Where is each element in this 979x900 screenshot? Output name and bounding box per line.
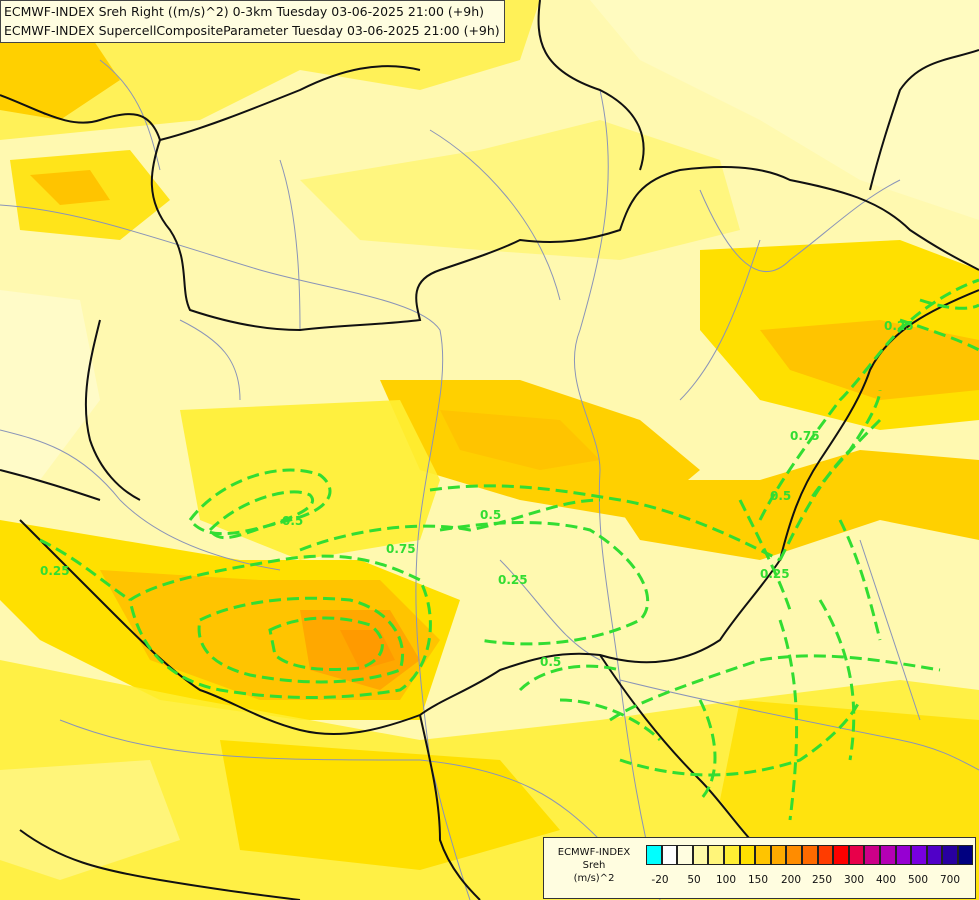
legend-swatch — [770, 845, 787, 865]
legend-swatch — [848, 845, 865, 865]
map-title-line-1: ECMWF-INDEX Sreh Right ((m/s)^2) 0-3km T… — [4, 4, 484, 19]
legend-ticks: -20 50 100 150 200 250 300 400 500 700 — [646, 874, 971, 888]
legend-swatch — [895, 845, 912, 865]
contour-label-2: 0.75 — [386, 542, 416, 556]
contour-label-9: 0.25 — [760, 567, 790, 581]
legend-title: ECMWF-INDEX — [557, 847, 631, 858]
legend-swatch — [708, 845, 724, 865]
contour-label-4: 0.5 — [480, 508, 501, 522]
legend-tick-label: 400 — [875, 874, 897, 886]
contour-label-8: 0.5 — [770, 489, 791, 503]
legend-unit: (m/s)^2 — [573, 873, 615, 884]
scp-contours — [39, 278, 979, 821]
color-legend: ECMWF-INDEX Sreh (m/s)^2 -20 50 100 150 200 2… — [543, 837, 976, 899]
legend-swatch — [755, 845, 771, 865]
contour-label-1: 0.5 — [282, 514, 303, 528]
legend-swatch — [801, 845, 818, 865]
legend-subtitle: Sreh — [582, 860, 606, 871]
legend-swatch — [739, 845, 756, 865]
legend-label: ECMWF-INDEX Sreh (m/s)^2 — [548, 846, 640, 885]
contour-label-3: 0.25 — [498, 573, 528, 587]
legend-tick-label: 500 — [907, 874, 929, 886]
legend-swatch — [677, 845, 693, 865]
legend-swatch — [817, 845, 834, 865]
legend-tick-label: -20 — [651, 874, 669, 886]
map-title-box: ECMWF-INDEX Sreh Right ((m/s)^2) 0-3km T… — [0, 0, 505, 43]
legend-swatch — [879, 845, 896, 865]
legend-swatch — [833, 845, 849, 865]
contour-label-5: 0.25 — [40, 564, 70, 578]
rivers — [0, 59, 979, 900]
legend-swatch — [786, 845, 802, 865]
legend-swatch — [864, 845, 880, 865]
legend-swatch — [942, 845, 958, 865]
contour-label-10: 0.25 — [884, 319, 914, 333]
contour-label-7: 0.75 — [790, 429, 820, 443]
legend-tick-label: 700 — [939, 874, 961, 886]
legend-tick-label: 50 — [687, 874, 701, 886]
contour-label-6: 0.5 — [540, 655, 561, 669]
legend-swatch — [957, 845, 974, 865]
legend-tick-label: 250 — [811, 874, 833, 886]
legend-swatch — [723, 845, 740, 865]
legend-swatch — [911, 845, 927, 865]
legend-swatch — [692, 845, 709, 865]
map-title-line-2: ECMWF-INDEX SupercellCompositeParameter … — [4, 23, 500, 38]
legend-swatch — [926, 845, 943, 865]
legend-tick-label: 100 — [715, 874, 737, 886]
contour-labels: 0.5 0.75 0.25 0.5 0.25 0.5 0.75 0.5 0.25… — [40, 319, 914, 669]
legend-swatch — [661, 845, 678, 865]
legend-tick-label: 300 — [843, 874, 865, 886]
legend-tick-label: 200 — [780, 874, 802, 886]
legend-swatch — [646, 845, 662, 865]
legend-tick-label: 150 — [747, 874, 769, 886]
legend-swatches — [646, 845, 974, 865]
